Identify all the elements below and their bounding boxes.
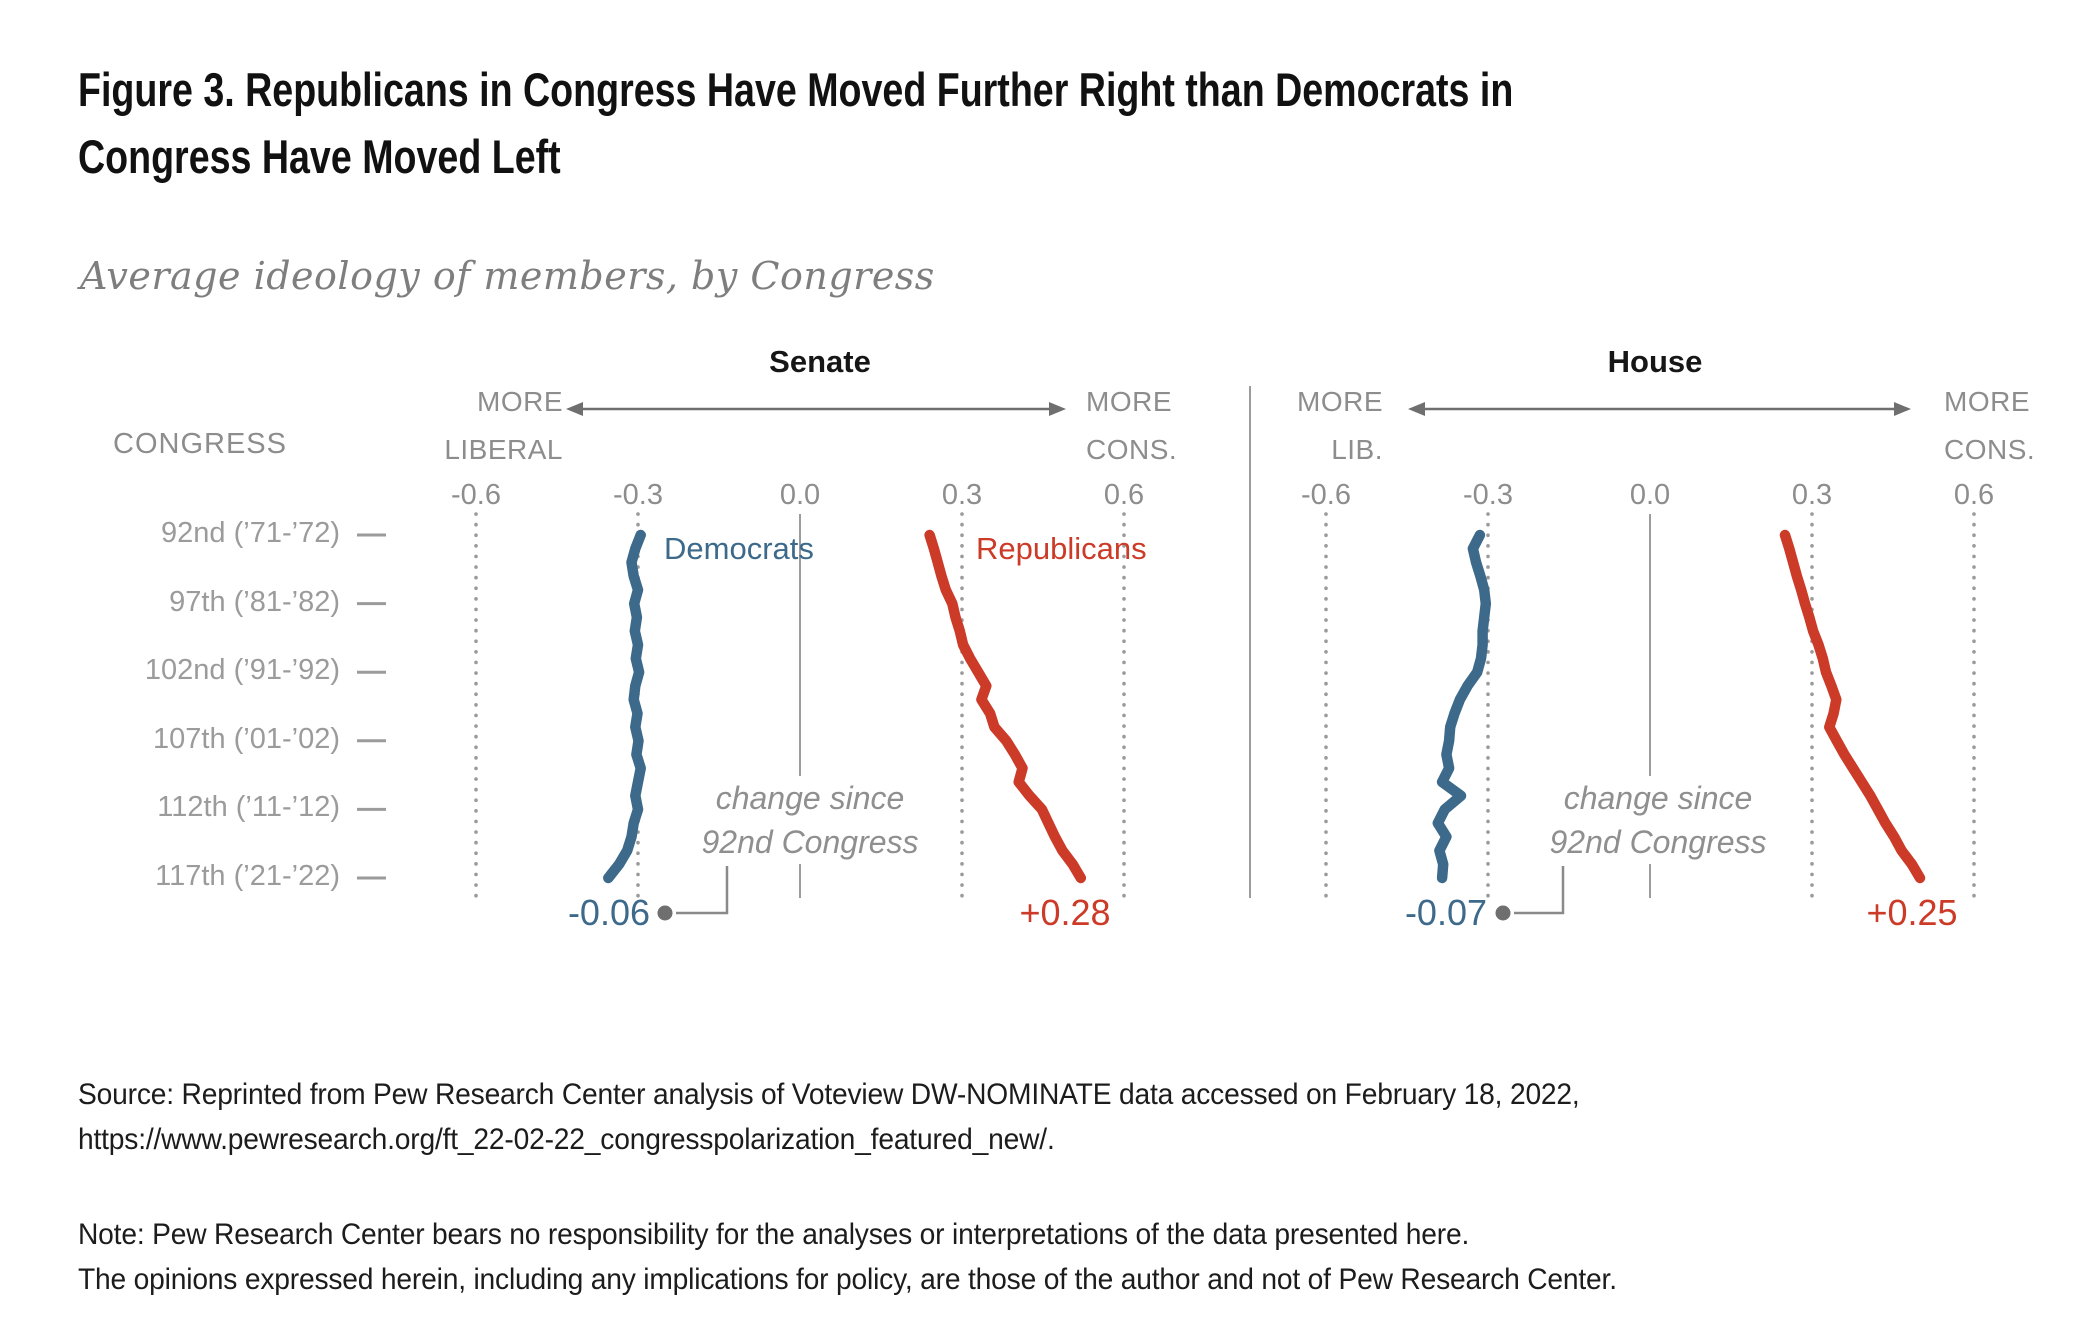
axis-direction-word: CONS. xyxy=(1944,434,2036,465)
series-line-republicans xyxy=(924,529,1087,884)
axis-direction-word: MORE xyxy=(1297,386,1383,417)
house-more-cons-label: MORE CONS. xyxy=(1944,378,2084,474)
series-line-republicans xyxy=(1779,529,1926,884)
row-label: 92nd (’71-’72) xyxy=(161,517,340,549)
page-title-line1: Figure 3. Republicans in Congress Have M… xyxy=(78,63,1514,116)
panel-title-house: House xyxy=(1607,344,1703,379)
legend-democrats-label: Democrats xyxy=(664,531,814,566)
panel-title-senate: Senate xyxy=(769,344,871,379)
page-title-line2: Congress Have Moved Left xyxy=(78,130,561,183)
series-line-democrats xyxy=(603,529,646,884)
change-callout-dot xyxy=(1495,905,1511,921)
tick-label: 0.6 xyxy=(1954,479,1994,511)
change-callout-line xyxy=(1514,866,1565,915)
axis-arrowhead-left xyxy=(1408,402,1425,416)
house-democrat-change-value: -0.07 xyxy=(1404,892,1487,933)
axis-direction-word: MORE xyxy=(1086,386,1172,417)
tick-label: -0.3 xyxy=(613,479,663,511)
tick-label: -0.3 xyxy=(1463,479,1513,511)
annotation-line: change since xyxy=(715,780,905,816)
row-label: 117th (’21-’22) xyxy=(155,860,340,892)
house-republican-change-value: +0.25 xyxy=(1866,892,1958,933)
senate-change-annotation: change since 92nd Congress xyxy=(693,776,927,864)
house-more-lib-label: MORE LIB. xyxy=(1183,378,1383,474)
senate-more-cons-label: MORE CONS. xyxy=(1086,378,1286,474)
tick-label: -0.6 xyxy=(451,479,501,511)
tick-label: 0.6 xyxy=(1104,479,1144,511)
chart-subtitle: Average ideology of members, by Congress xyxy=(80,254,935,298)
row-label: 102nd (’91-’92) xyxy=(144,654,340,687)
senate-more-liberal-label: MORE LIBERAL xyxy=(363,378,563,474)
tick-label: 0.3 xyxy=(942,479,982,511)
tick-label: 0.3 xyxy=(1792,479,1832,511)
source-text: Source: Reprinted from Pew Research Cent… xyxy=(78,1072,2052,1162)
change-callout-line xyxy=(676,866,729,915)
congress-axis-header: CONGRESS xyxy=(113,428,287,460)
senate-republican-change-value: +0.28 xyxy=(1019,892,1111,933)
annotation-line: 92nd Congress xyxy=(1549,824,1767,860)
annotation-line: 92nd Congress xyxy=(701,824,919,860)
tick-label: 0.0 xyxy=(780,479,820,511)
change-callout-dot xyxy=(657,905,673,921)
axis-arrowhead-right xyxy=(1894,402,1911,416)
axis-direction-word: CONS. xyxy=(1086,434,1178,465)
tick-label: 0.0 xyxy=(1630,479,1670,511)
source-line1: Source: Reprinted from Pew Research Cent… xyxy=(78,1078,1580,1111)
axis-direction-word: LIB. xyxy=(1331,434,1383,465)
row-label: 107th (’01-’02) xyxy=(153,722,340,755)
senate-democrat-change-value: -0.06 xyxy=(567,892,650,933)
series-line-democrats xyxy=(1432,529,1492,884)
axis-direction-word: MORE xyxy=(477,386,563,417)
source-line2: https://www.pewresearch.org/ft_22-02-22_… xyxy=(78,1123,1055,1156)
annotation-line: change since xyxy=(1563,780,1753,816)
legend-republicans-label: Republicans xyxy=(976,531,1147,566)
row-label: 112th (’11-’12) xyxy=(157,791,340,824)
note-line1: Note: Pew Research Center bears no respo… xyxy=(78,1218,1470,1251)
axis-arrowhead-right xyxy=(1049,402,1066,416)
axis-direction-word: LIBERAL xyxy=(444,434,563,465)
page-title: Figure 3. Republicans in Congress Have M… xyxy=(78,56,1838,190)
note-line2: The opinions expressed herein, including… xyxy=(78,1263,1617,1296)
axis-arrowhead-left xyxy=(566,402,583,416)
axis-direction-word: MORE xyxy=(1944,386,2030,417)
house-change-annotation: change since 92nd Congress xyxy=(1541,776,1775,864)
note-text: Note: Pew Research Center bears no respo… xyxy=(78,1212,2052,1302)
row-label: 97th (’81-’82) xyxy=(169,585,340,618)
tick-label: -0.6 xyxy=(1301,479,1351,511)
